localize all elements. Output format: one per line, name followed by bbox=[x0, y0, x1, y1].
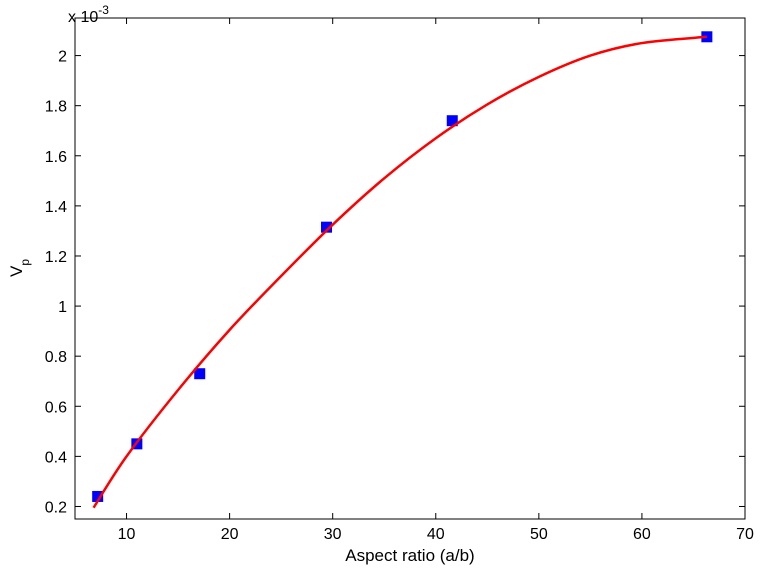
y-multiplier-exponent: -3 bbox=[98, 3, 109, 17]
data-point-4 bbox=[446, 115, 458, 127]
x-tick-label-5: 60 bbox=[633, 526, 651, 543]
y-tick-label-4: 1 bbox=[58, 299, 67, 316]
fit-line bbox=[92, 35, 707, 509]
y-axis-multiplier: x 10-3 bbox=[68, 3, 109, 26]
y-tick-label-5: 1.2 bbox=[45, 249, 67, 266]
x-tick-label-1: 20 bbox=[221, 526, 239, 543]
series-layer bbox=[92, 31, 713, 509]
x-axis-label: Aspect ratio (a/b) bbox=[345, 546, 474, 565]
data-point-3 bbox=[321, 221, 333, 233]
y-tick-label-6: 1.4 bbox=[45, 199, 67, 216]
y-tick-label-1: 0.4 bbox=[45, 449, 67, 466]
y-multiplier-base: x 10 bbox=[68, 9, 98, 26]
y-axis-label: V bbox=[7, 265, 26, 277]
y-tick-label-7: 1.6 bbox=[45, 149, 67, 166]
y-axis-label-subscript: p bbox=[18, 259, 32, 266]
x-tick-label-2: 30 bbox=[324, 526, 342, 543]
y-tick-label-3: 0.8 bbox=[45, 349, 67, 366]
y-tick-label-0: 0.2 bbox=[45, 499, 67, 516]
x-tick-label-4: 50 bbox=[530, 526, 548, 543]
y-tick-label-8: 1.8 bbox=[45, 99, 67, 116]
x-tick-label-0: 10 bbox=[118, 526, 136, 543]
data-point-5 bbox=[701, 31, 713, 43]
svg-text:Vp: Vp bbox=[7, 259, 32, 277]
y-tick-label-2: 0.6 bbox=[45, 399, 67, 416]
y-axis-ticks: 0.2 0.4 0.6 0.8 1 1.2 1.4 1.6 1.8 2 bbox=[45, 49, 745, 516]
x-axis-ticks: 10 20 30 40 50 60 70 bbox=[118, 18, 754, 543]
x-tick-label-3: 40 bbox=[427, 526, 445, 543]
y-axis-label-group: Vp bbox=[7, 259, 32, 277]
data-point-2 bbox=[194, 368, 206, 380]
data-point-0 bbox=[92, 490, 104, 502]
plot-area bbox=[74, 17, 746, 520]
y-tick-label-9: 2 bbox=[58, 49, 67, 66]
x-tick-label-6: 70 bbox=[736, 526, 754, 543]
